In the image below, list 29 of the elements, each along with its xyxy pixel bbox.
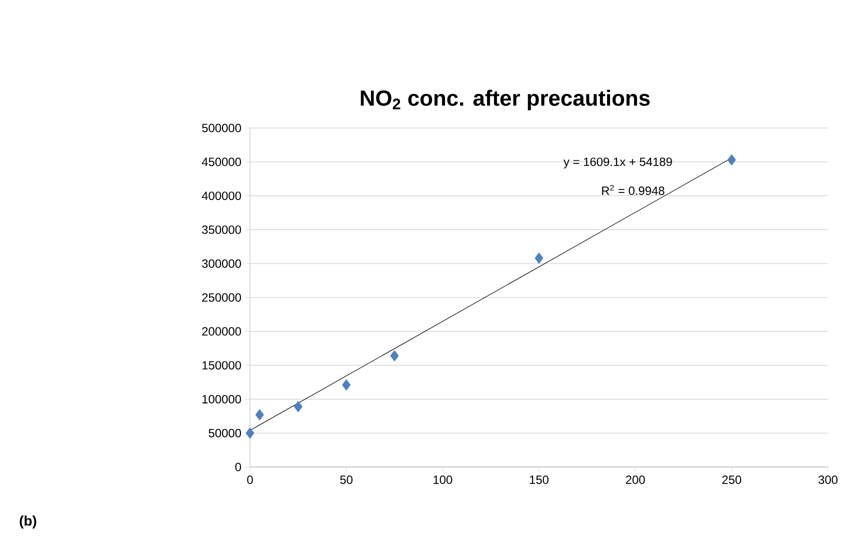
y-tick-label: 50000 [208, 428, 242, 438]
x-tick-label: 300 [818, 476, 838, 484]
y-tick-label: 300000 [202, 259, 242, 268]
point [534, 252, 544, 264]
y-tick-label: 0 [235, 462, 242, 472]
x-tick-label: 0 [247, 476, 253, 484]
y-tick-label: 100000 [202, 394, 242, 404]
y-tick-label: 350000 [202, 225, 242, 234]
x-tick-label: 150 [530, 476, 549, 484]
y-tick-label: 450000 [202, 158, 242, 166]
point [390, 350, 399, 362]
point [342, 379, 351, 391]
y-tick-label: 150000 [202, 361, 242, 370]
x-tick-label: 200 [626, 476, 645, 484]
point [246, 427, 254, 439]
text: (b) [20, 515, 36, 528]
y-tick-label: 400000 [202, 192, 242, 200]
y-tick-label: 500000 [202, 124, 242, 132]
point [294, 400, 302, 412]
annotation: R$^{2}$ = 0.9948 [602, 184, 664, 195]
x-tick-label: 250 [722, 476, 742, 484]
point [255, 409, 264, 420]
point [727, 154, 736, 166]
x-tick-label: 100 [434, 476, 452, 484]
y-tick-label: 200000 [202, 327, 242, 336]
annotation: y = 1609.1x + 54189 [564, 158, 672, 168]
x-tick-label: 50 [340, 476, 353, 484]
y-tick-label: 250000 [202, 293, 242, 302]
chart-title: NO$_{2}$ conc. after precautions [360, 90, 650, 110]
